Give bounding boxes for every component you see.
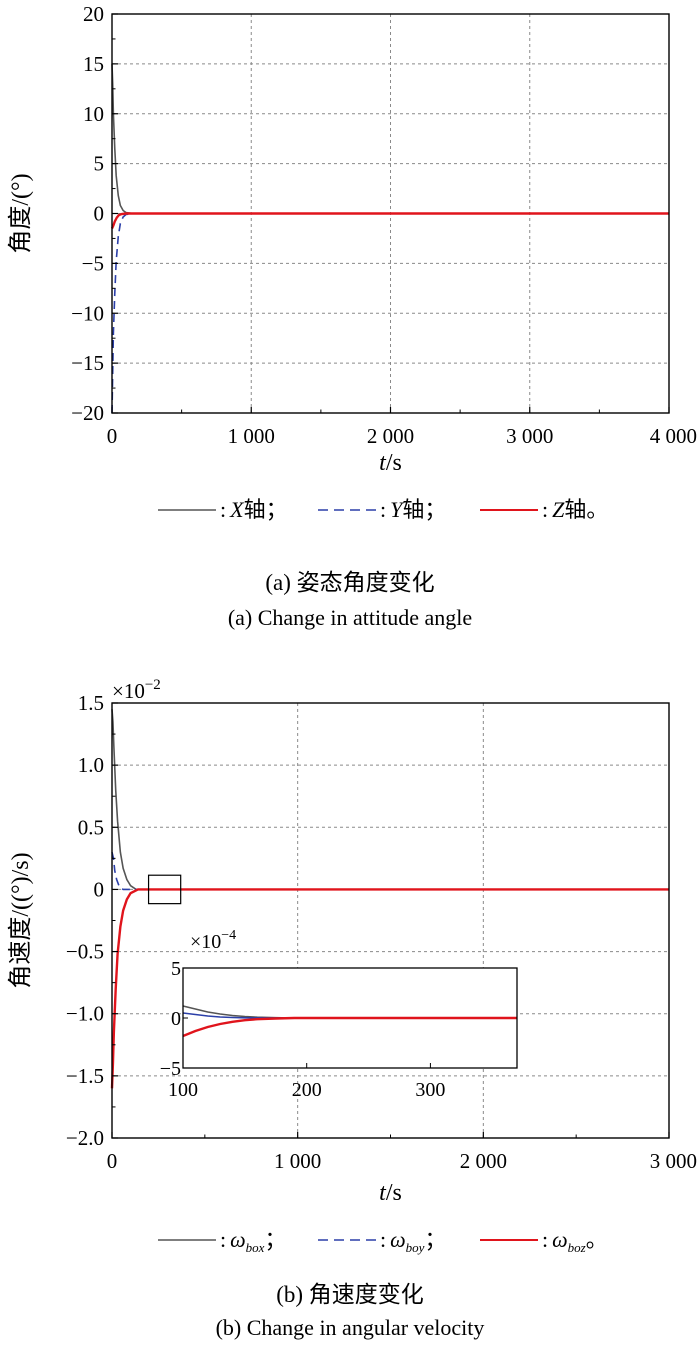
legend-subscript: boz — [568, 1240, 586, 1255]
legend-colon: : — [220, 1227, 226, 1252]
inset-plot: 100 200 300 −5 0 5 ×10−4 — [160, 928, 518, 1101]
inset-y-tick-label: 0 — [171, 1008, 181, 1030]
caption-english: (a) Change in attitude angle — [228, 605, 472, 630]
caption-chinese: (b) 角速度变化 — [276, 1282, 424, 1307]
y-tick-label: −10 — [71, 301, 104, 325]
legend-suffix: 。 — [586, 1227, 608, 1252]
inset-scale-exponent: −4 — [221, 928, 236, 943]
legend-suffix: 轴； — [402, 497, 446, 522]
x-axis-label: t/s — [379, 450, 402, 476]
legend-var: Y — [390, 497, 405, 522]
legend-colon: : — [380, 1227, 386, 1252]
x-tick-label: 2 000 — [367, 424, 414, 448]
inset-y-tick-label: 5 — [171, 958, 181, 980]
y-tick-label: 5 — [94, 152, 105, 176]
y-tick-label: −15 — [71, 351, 104, 375]
inset-scale-multiplier: ×10−4 — [190, 928, 236, 953]
y-scale-multiplier: ×10−2 — [112, 677, 161, 703]
x-axis-label: t/s — [379, 1180, 402, 1206]
x-tick-label: 1 000 — [274, 1149, 321, 1173]
legend-suffix: 轴。 — [564, 497, 608, 522]
y-scale-exponent: −2 — [145, 677, 161, 693]
x-axis-label-unit: /s — [386, 1180, 402, 1206]
x-tick-label: 4 000 — [650, 424, 697, 448]
legend-var: X — [229, 497, 245, 522]
legend-label-1: : ωboy； — [380, 1227, 446, 1255]
legend-suffix: ； — [424, 1227, 446, 1252]
legend-label-0: : ωbox； — [220, 1227, 286, 1255]
legend-var: ω — [552, 1227, 568, 1252]
x-tick-label: 0 — [107, 1149, 118, 1173]
series-line-1 — [111, 851, 669, 891]
y-tick-label: 1.5 — [78, 691, 104, 715]
legend-label-1: : Y轴； — [380, 497, 446, 522]
y-tick-label: 0 — [94, 202, 105, 226]
legend-subscript: boy — [406, 1240, 425, 1255]
x-tick-label: 0 — [107, 424, 118, 448]
x-tick-label: 3 000 — [506, 424, 553, 448]
x-tick-label: 3 000 — [650, 1149, 697, 1173]
y-scale-base: ×10 — [112, 679, 145, 703]
x-axis-label-var: t — [379, 1180, 387, 1206]
x-tick-label: 2 000 — [460, 1149, 507, 1173]
y-tick-label: 1.0 — [78, 753, 104, 777]
y-tick-label: −1.0 — [66, 1002, 104, 1026]
legend-label-2: : Z轴。 — [542, 497, 608, 522]
inset-x-tick-label: 300 — [415, 1079, 445, 1101]
legend-var: ω — [230, 1227, 246, 1252]
series-line-2 — [110, 212, 669, 229]
x-axis-label-var: t — [379, 450, 387, 476]
legend-label-0: : X轴； — [220, 497, 288, 522]
legend-suffix: ； — [264, 1227, 286, 1252]
legend-colon: : — [542, 497, 548, 522]
legend: : X轴；: Y轴；: Z轴。 — [158, 497, 608, 522]
chart-a: 0 1 000 2 000 3 000 4 000 −20 −15 −10 −5 0 5 10 15 20… — [7, 2, 697, 630]
legend-suffix: 轴； — [244, 497, 288, 522]
caption-chinese: (a) 姿态角度变化 — [265, 570, 434, 595]
inset-scale-base: ×10 — [190, 931, 221, 953]
inset-y-tick-label: −5 — [160, 1058, 181, 1080]
legend-subscript: box — [246, 1240, 265, 1255]
y-tick-label: 15 — [83, 52, 104, 76]
x-tick-label: 1 000 — [228, 424, 275, 448]
x-axis-label-unit: /s — [386, 450, 402, 476]
y-tick-label: 20 — [83, 2, 104, 26]
y-tick-label: 0 — [94, 877, 105, 901]
inset-x-tick-label: 100 — [168, 1079, 198, 1101]
y-tick-label: −5 — [82, 251, 104, 275]
chart-b: 0 1 000 2 000 3 000 −2.0 −1.5 −1.0 −0.5 0 0.5 1.0 1… — [7, 677, 697, 1340]
legend-var: ω — [390, 1227, 406, 1252]
legend-colon: : — [220, 497, 226, 522]
inset-series-line-2 — [182, 1016, 517, 1038]
legend-var: Z — [552, 497, 565, 522]
series-line-2 — [110, 888, 669, 1089]
y-tick-label: −20 — [71, 401, 104, 425]
inset-x-tick-label: 200 — [292, 1079, 322, 1101]
plot-frame — [111, 702, 670, 1139]
caption-english: (b) Change in angular velocity — [216, 1315, 485, 1340]
legend-label-2: : ωboz。 — [542, 1227, 608, 1255]
y-tick-label: 10 — [83, 102, 104, 126]
y-tick-label: −0.5 — [66, 940, 104, 964]
y-tick-label: −2.0 — [66, 1126, 104, 1150]
legend-colon: : — [542, 1227, 548, 1252]
legend-colon: : — [380, 497, 386, 522]
zoom-box — [147, 874, 182, 905]
y-axis-label: 角速度/((°)/s) — [7, 852, 34, 988]
series-line-0 — [111, 709, 669, 891]
y-tick-label: 0.5 — [78, 815, 104, 839]
y-tick-label: −1.5 — [66, 1064, 104, 1088]
y-axis-label: 角度/(°) — [7, 173, 34, 253]
legend: : ωbox；: ωboy；: ωboz。 — [158, 1227, 608, 1255]
